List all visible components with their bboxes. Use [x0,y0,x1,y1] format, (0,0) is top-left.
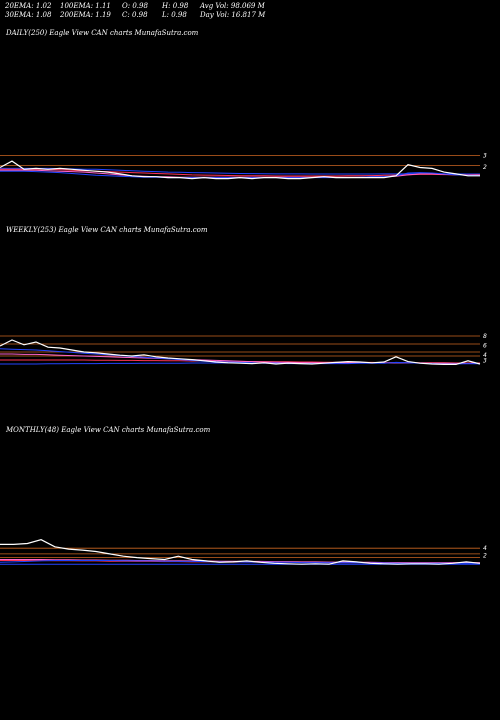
ema200-line [0,167,480,175]
daily-chart-title: DAILY(250) Eagle View CAN charts MunafaS… [6,29,199,37]
price-line [0,539,481,565]
level-label: 8 [483,333,487,340]
daily-chart: 32 [0,153,487,180]
monthly-chart-title: MONTHLY(48) Eagle View CAN charts Munafa… [6,426,211,434]
ema20-line [0,348,481,365]
header-low: L: 0.98 [162,11,187,19]
level-label: 3 [483,153,487,160]
header-ema30: 30EMA: 1.08 [5,11,52,19]
header-high: H: 0.98 [162,2,189,10]
weekly-chart-title: WEEKLY(253) Eagle View CAN charts Munafa… [6,226,208,234]
price-line [0,339,481,365]
monthly-chart: 42 [0,539,487,565]
weekly-chart: 8 6 43 [0,333,487,365]
price-line [0,160,480,180]
level-label: 3 [483,358,487,365]
level-label: 4 [483,352,487,359]
level-label: 2 [483,552,487,559]
header-ema100: 100EMA: 1.11 [60,2,111,10]
header-avg-volume: Avg Vol: 98.069 M [200,2,265,10]
level-label: 6 [483,343,487,350]
level-label: 4 [483,545,487,552]
header-close: C: 0.98 [122,11,148,19]
header-open: O: 0.98 [122,2,148,10]
header-day-volume: Day Vol: 16.817 M [200,11,266,19]
header-ema20: 20EMA: 1.02 [5,2,52,10]
header-ema200: 200EMA: 1.19 [60,11,111,19]
level-label: 2 [483,164,487,171]
